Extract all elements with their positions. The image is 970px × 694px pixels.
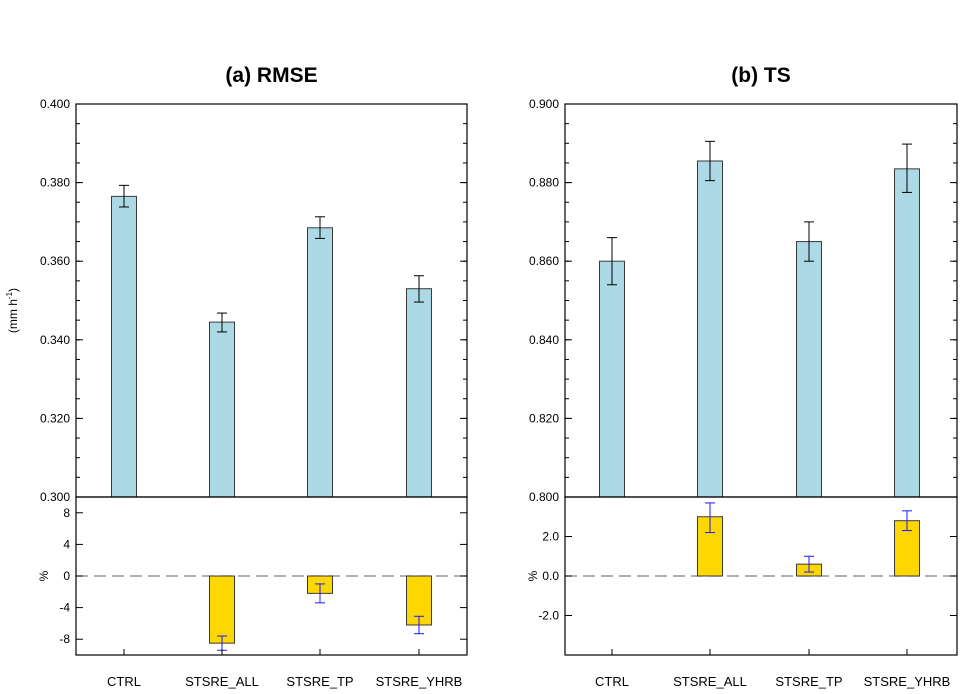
top-ytick-label: 0.320	[40, 411, 70, 425]
bottom-ytick-label: -2.0	[538, 609, 559, 623]
bottom-ytick-label: 0.0	[542, 569, 559, 583]
xtick-label: STSRE_ALL	[185, 674, 259, 689]
top-ylabel-sup: -1	[5, 291, 14, 299]
top-bar-stsre_all	[697, 160, 723, 498]
bottom-plot-frame	[75, 496, 468, 656]
top-bar-ctrl	[599, 260, 625, 498]
bottom-ylabel: %	[37, 570, 51, 581]
top-ylabel-main: (mm h	[6, 299, 20, 333]
panel-title: (a) RMSE	[225, 64, 317, 87]
xtick-label: STSRE_TP	[286, 674, 353, 689]
top-ytick-label: 0.800	[529, 490, 559, 504]
top-ytick-label: 0.880	[529, 176, 559, 190]
bottom-plot-frame	[564, 496, 958, 656]
top-ytick-label: 0.900	[529, 97, 559, 111]
top-bar-stsre_yhrb	[406, 288, 432, 498]
xtick-label: STSRE_YHRB	[864, 674, 951, 689]
top-ytick-label: 0.860	[529, 254, 559, 268]
bottom-ylabel: %	[526, 570, 540, 581]
xtick-label: CTRL	[595, 674, 629, 689]
top-bar-stsre_tp	[307, 227, 333, 498]
xtick-label: STSRE_ALL	[673, 674, 747, 689]
top-ytick-label: 0.840	[529, 333, 559, 347]
bottom-ytick-label: 2.0	[542, 530, 559, 544]
top-ytick-label: 0.400	[40, 97, 70, 111]
bottom-ytick-label: -4	[59, 601, 70, 615]
panel-a: (a) RMSE 0.300 0.320 0.340 0.360 0.380 0.400 (m…	[5, 64, 468, 689]
top-ytick-label: 0.380	[40, 176, 70, 190]
xtick-label: STSRE_YHRB	[376, 674, 463, 689]
top-ylabel: (mm h-1)	[5, 288, 20, 333]
top-ytick-label: 0.300	[40, 490, 70, 504]
panel-b: (b) TS 0.800 0.820 0.840 0.860 0.880 0.900 2.0 0…	[526, 64, 958, 689]
xtick-label: STSRE_TP	[775, 674, 842, 689]
panel-title: (b) TS	[731, 64, 790, 87]
top-ytick-label: 0.360	[40, 254, 70, 268]
bottom-ytick-label: 4	[63, 537, 70, 551]
top-bar-stsre_yhrb	[894, 168, 920, 498]
top-ytick-label: 0.820	[529, 411, 559, 425]
xtick-label: CTRL	[107, 674, 141, 689]
top-ylabel-end: )	[6, 288, 20, 292]
bottom-ytick-label: 0	[63, 569, 70, 583]
bottom-ytick-label: 8	[63, 506, 70, 520]
top-ytick-label: 0.340	[40, 333, 70, 347]
top-bar-stsre_all	[209, 321, 235, 498]
top-bar-ctrl	[111, 195, 137, 498]
top-bar-stsre_tp	[796, 241, 822, 498]
bottom-bar-stsre_all	[209, 575, 235, 644]
bottom-ytick-label: -8	[59, 632, 70, 646]
